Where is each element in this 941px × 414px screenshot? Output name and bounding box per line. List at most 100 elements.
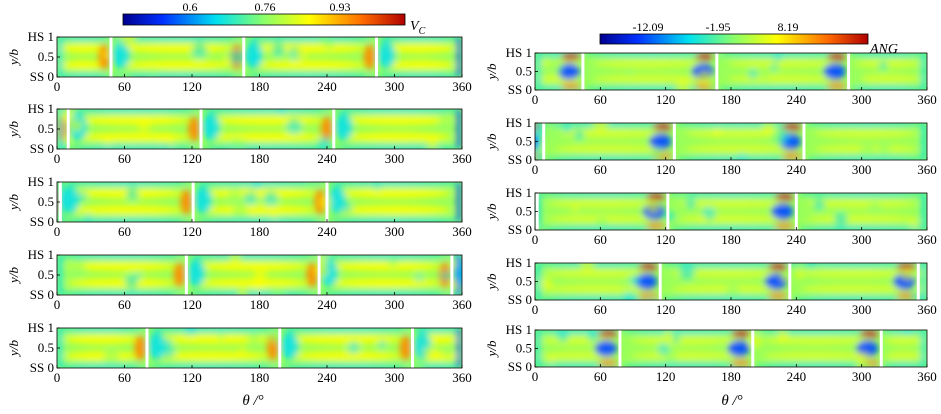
wall-streak bbox=[796, 193, 927, 198]
left-xlabel: θ /° bbox=[242, 393, 263, 409]
texture-dot bbox=[122, 182, 129, 187]
wall-streak bbox=[186, 255, 320, 260]
texture-dot bbox=[440, 270, 451, 281]
x-tick-label: 60 bbox=[118, 297, 131, 312]
texture-dot bbox=[877, 141, 891, 155]
flow-band bbox=[203, 188, 317, 199]
texture-dot bbox=[664, 330, 673, 338]
x-tick-label: 360 bbox=[452, 370, 472, 385]
x-tick-label: 180 bbox=[250, 151, 270, 166]
texture-dot bbox=[270, 335, 279, 344]
x-tick-label: 240 bbox=[317, 370, 337, 385]
texture-dot bbox=[628, 275, 640, 287]
x-tick-label: 360 bbox=[452, 151, 472, 166]
wall-streak bbox=[848, 85, 927, 90]
vortex-edge bbox=[774, 222, 795, 230]
flow-band bbox=[806, 198, 917, 209]
wall-streak bbox=[243, 72, 377, 77]
wake-spot bbox=[112, 41, 130, 69]
texture-dot bbox=[276, 109, 287, 115]
texture-dot bbox=[84, 213, 92, 221]
y-tick-label: 0.5 bbox=[516, 64, 532, 79]
heatmap-blobs bbox=[535, 123, 927, 160]
x-tick-label: 0 bbox=[532, 162, 539, 177]
flow-band bbox=[196, 261, 309, 272]
texture-dot bbox=[587, 330, 599, 342]
x-tick-label: 300 bbox=[852, 162, 872, 177]
wall-streak bbox=[803, 123, 927, 128]
texture-dot bbox=[910, 292, 919, 300]
wall-streak bbox=[57, 72, 111, 77]
y-tick-label: 0.5 bbox=[38, 194, 54, 209]
texture-dot bbox=[317, 136, 332, 149]
wall-streak bbox=[716, 53, 849, 58]
blade-line bbox=[317, 255, 321, 295]
wall-streak bbox=[543, 155, 675, 160]
x-tick-label: 180 bbox=[250, 370, 270, 385]
y-tick-label: SS 0 bbox=[30, 214, 54, 229]
x-tick-label: 0 bbox=[532, 369, 539, 384]
x-tick-label: 360 bbox=[917, 232, 937, 247]
texture-dot bbox=[562, 123, 572, 133]
y-tick-label: HS 1 bbox=[506, 255, 532, 270]
left-cb-tick-0: 0.6 bbox=[183, 0, 198, 14]
heatmap-blobs bbox=[535, 330, 927, 367]
heatmap-row: 0 60 120 180 240 300 360 SS 0 0.5 HS 1 y/b bbox=[484, 185, 937, 247]
x-tick-label: 300 bbox=[385, 370, 405, 385]
vortex-edge bbox=[826, 53, 847, 61]
flow-band bbox=[806, 214, 917, 224]
texture-dot bbox=[423, 346, 437, 360]
wall-streak bbox=[667, 225, 797, 230]
heatmap-blobs bbox=[57, 255, 462, 295]
x-tick-label: 240 bbox=[787, 92, 807, 107]
texture-dot bbox=[126, 188, 139, 201]
flow-band bbox=[684, 144, 794, 154]
wall-streak bbox=[881, 362, 927, 367]
right-panel: 0 60 120 180 240 300 360 SS 0 0.5 HS 1 y/b 0 60 120 18… bbox=[484, 45, 937, 384]
vortex-edge bbox=[638, 263, 659, 271]
texture-dot bbox=[286, 118, 303, 135]
x-tick-label: 300 bbox=[385, 224, 405, 239]
texture-dot bbox=[120, 37, 137, 47]
wall-streak bbox=[537, 193, 668, 198]
y-tick-label: SS 0 bbox=[508, 152, 532, 167]
texture-dot bbox=[779, 274, 787, 282]
texture-dot bbox=[672, 335, 681, 344]
y-tick-label: HS 1 bbox=[506, 45, 532, 60]
y-tick-label: SS 0 bbox=[30, 69, 54, 84]
texture-dot bbox=[70, 119, 83, 132]
flow-band bbox=[854, 74, 921, 84]
texture-dot bbox=[851, 72, 858, 79]
texture-dot bbox=[121, 72, 131, 77]
vortex-edge bbox=[597, 330, 618, 338]
vortex-edge bbox=[730, 359, 751, 367]
x-tick-label: 120 bbox=[182, 151, 202, 166]
wall-streak bbox=[789, 295, 919, 300]
texture-dot bbox=[878, 61, 888, 70]
blade-line bbox=[450, 255, 454, 295]
texture-dot bbox=[900, 267, 914, 281]
vortex-edge bbox=[774, 193, 795, 201]
x-tick-label: 60 bbox=[118, 79, 131, 94]
x-tick-label: 60 bbox=[594, 232, 607, 247]
blade-line bbox=[278, 328, 282, 368]
vortex-edge bbox=[638, 292, 659, 300]
texture-dot bbox=[712, 128, 722, 137]
texture-dot bbox=[657, 342, 670, 355]
texture-dot bbox=[548, 355, 556, 363]
texture-dot bbox=[347, 341, 360, 354]
wall-streak bbox=[848, 53, 927, 58]
x-tick-label: 60 bbox=[118, 370, 131, 385]
heatmap-field bbox=[57, 37, 462, 77]
wake-spot bbox=[244, 41, 263, 69]
flow-band bbox=[800, 284, 909, 294]
heatmap-row: 0 60 120 180 240 300 360 SS 0 0.5 HS 1 y/b bbox=[484, 115, 937, 177]
wall-streak bbox=[412, 328, 462, 333]
wake-spot bbox=[328, 186, 346, 214]
x-tick-label: 60 bbox=[594, 302, 607, 317]
wall-streak bbox=[57, 363, 147, 368]
texture-dot bbox=[271, 43, 286, 58]
vortex-edge bbox=[694, 53, 715, 61]
